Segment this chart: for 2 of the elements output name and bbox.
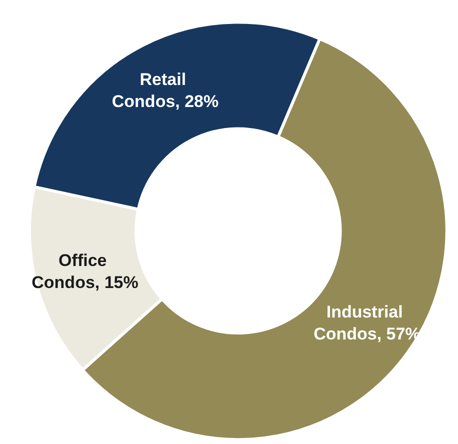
slice-label: Retail Condos, 28% — [112, 70, 219, 111]
slice-label: Office Condos, 15% — [32, 250, 138, 292]
